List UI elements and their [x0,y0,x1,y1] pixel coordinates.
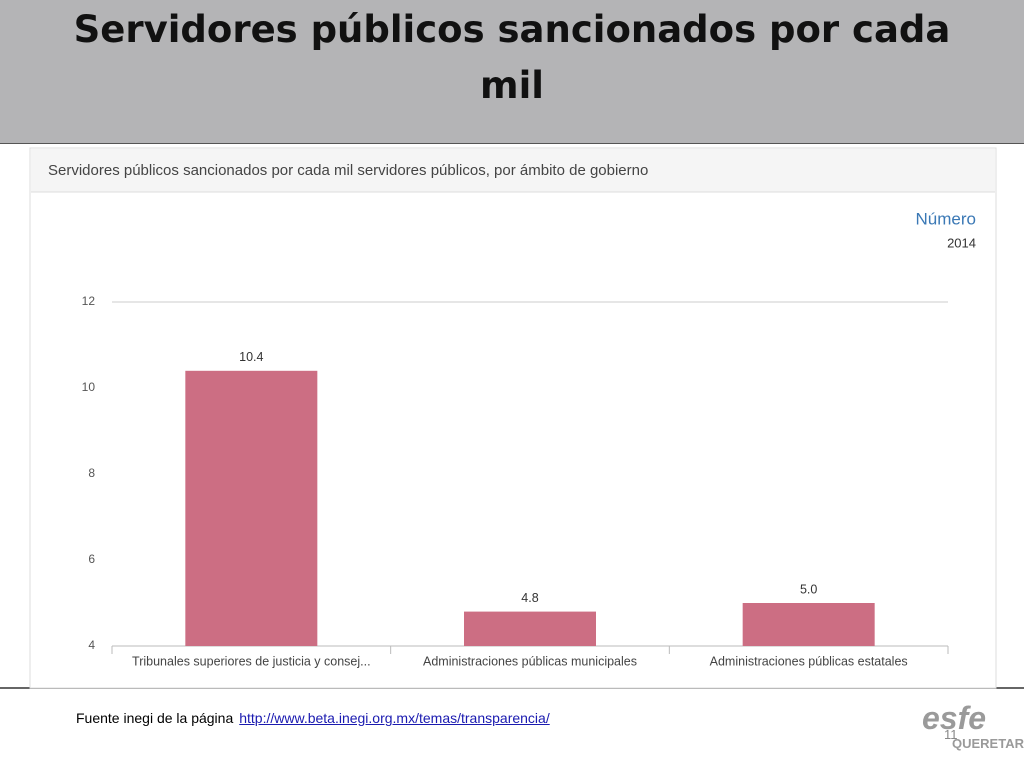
x-tick-label: Administraciones públicas municipales [423,654,637,668]
bar [742,603,875,646]
unit-label: Número [916,209,976,228]
value-label: 10.4 [239,350,263,364]
value-label: 5.0 [800,582,817,596]
slide-title: Servidores públicos sancionados por cada… [73,8,951,107]
y-tick-label: 10 [82,380,96,394]
x-tick-label: Administraciones públicas estatales [710,654,908,668]
bar [185,370,318,646]
logo-sub: QUERETARO [952,736,1024,751]
y-tick-label: 8 [88,466,95,480]
period-label: 2014 [947,235,976,250]
source-text: Fuente inegi de la página [76,710,234,726]
x-tick-label: Tribunales superiores de justicia y cons… [132,654,371,668]
logo: esfe [922,700,987,736]
y-tick-label: 6 [88,552,95,566]
title-band [0,0,1024,144]
source-link[interactable]: http://www.beta.inegi.org.mx/temas/trans… [239,710,550,726]
y-tick-label: 4 [88,638,95,652]
panel-header [31,149,995,192]
bar [464,611,596,646]
source: Fuente inegi de la página http://www.beta… [76,710,550,726]
y-tick-label: 12 [82,294,96,308]
chart-title: Servidores públicos sancionados por cada… [48,162,648,179]
page-number: 11 [944,727,958,742]
value-label: 4.8 [521,591,538,605]
